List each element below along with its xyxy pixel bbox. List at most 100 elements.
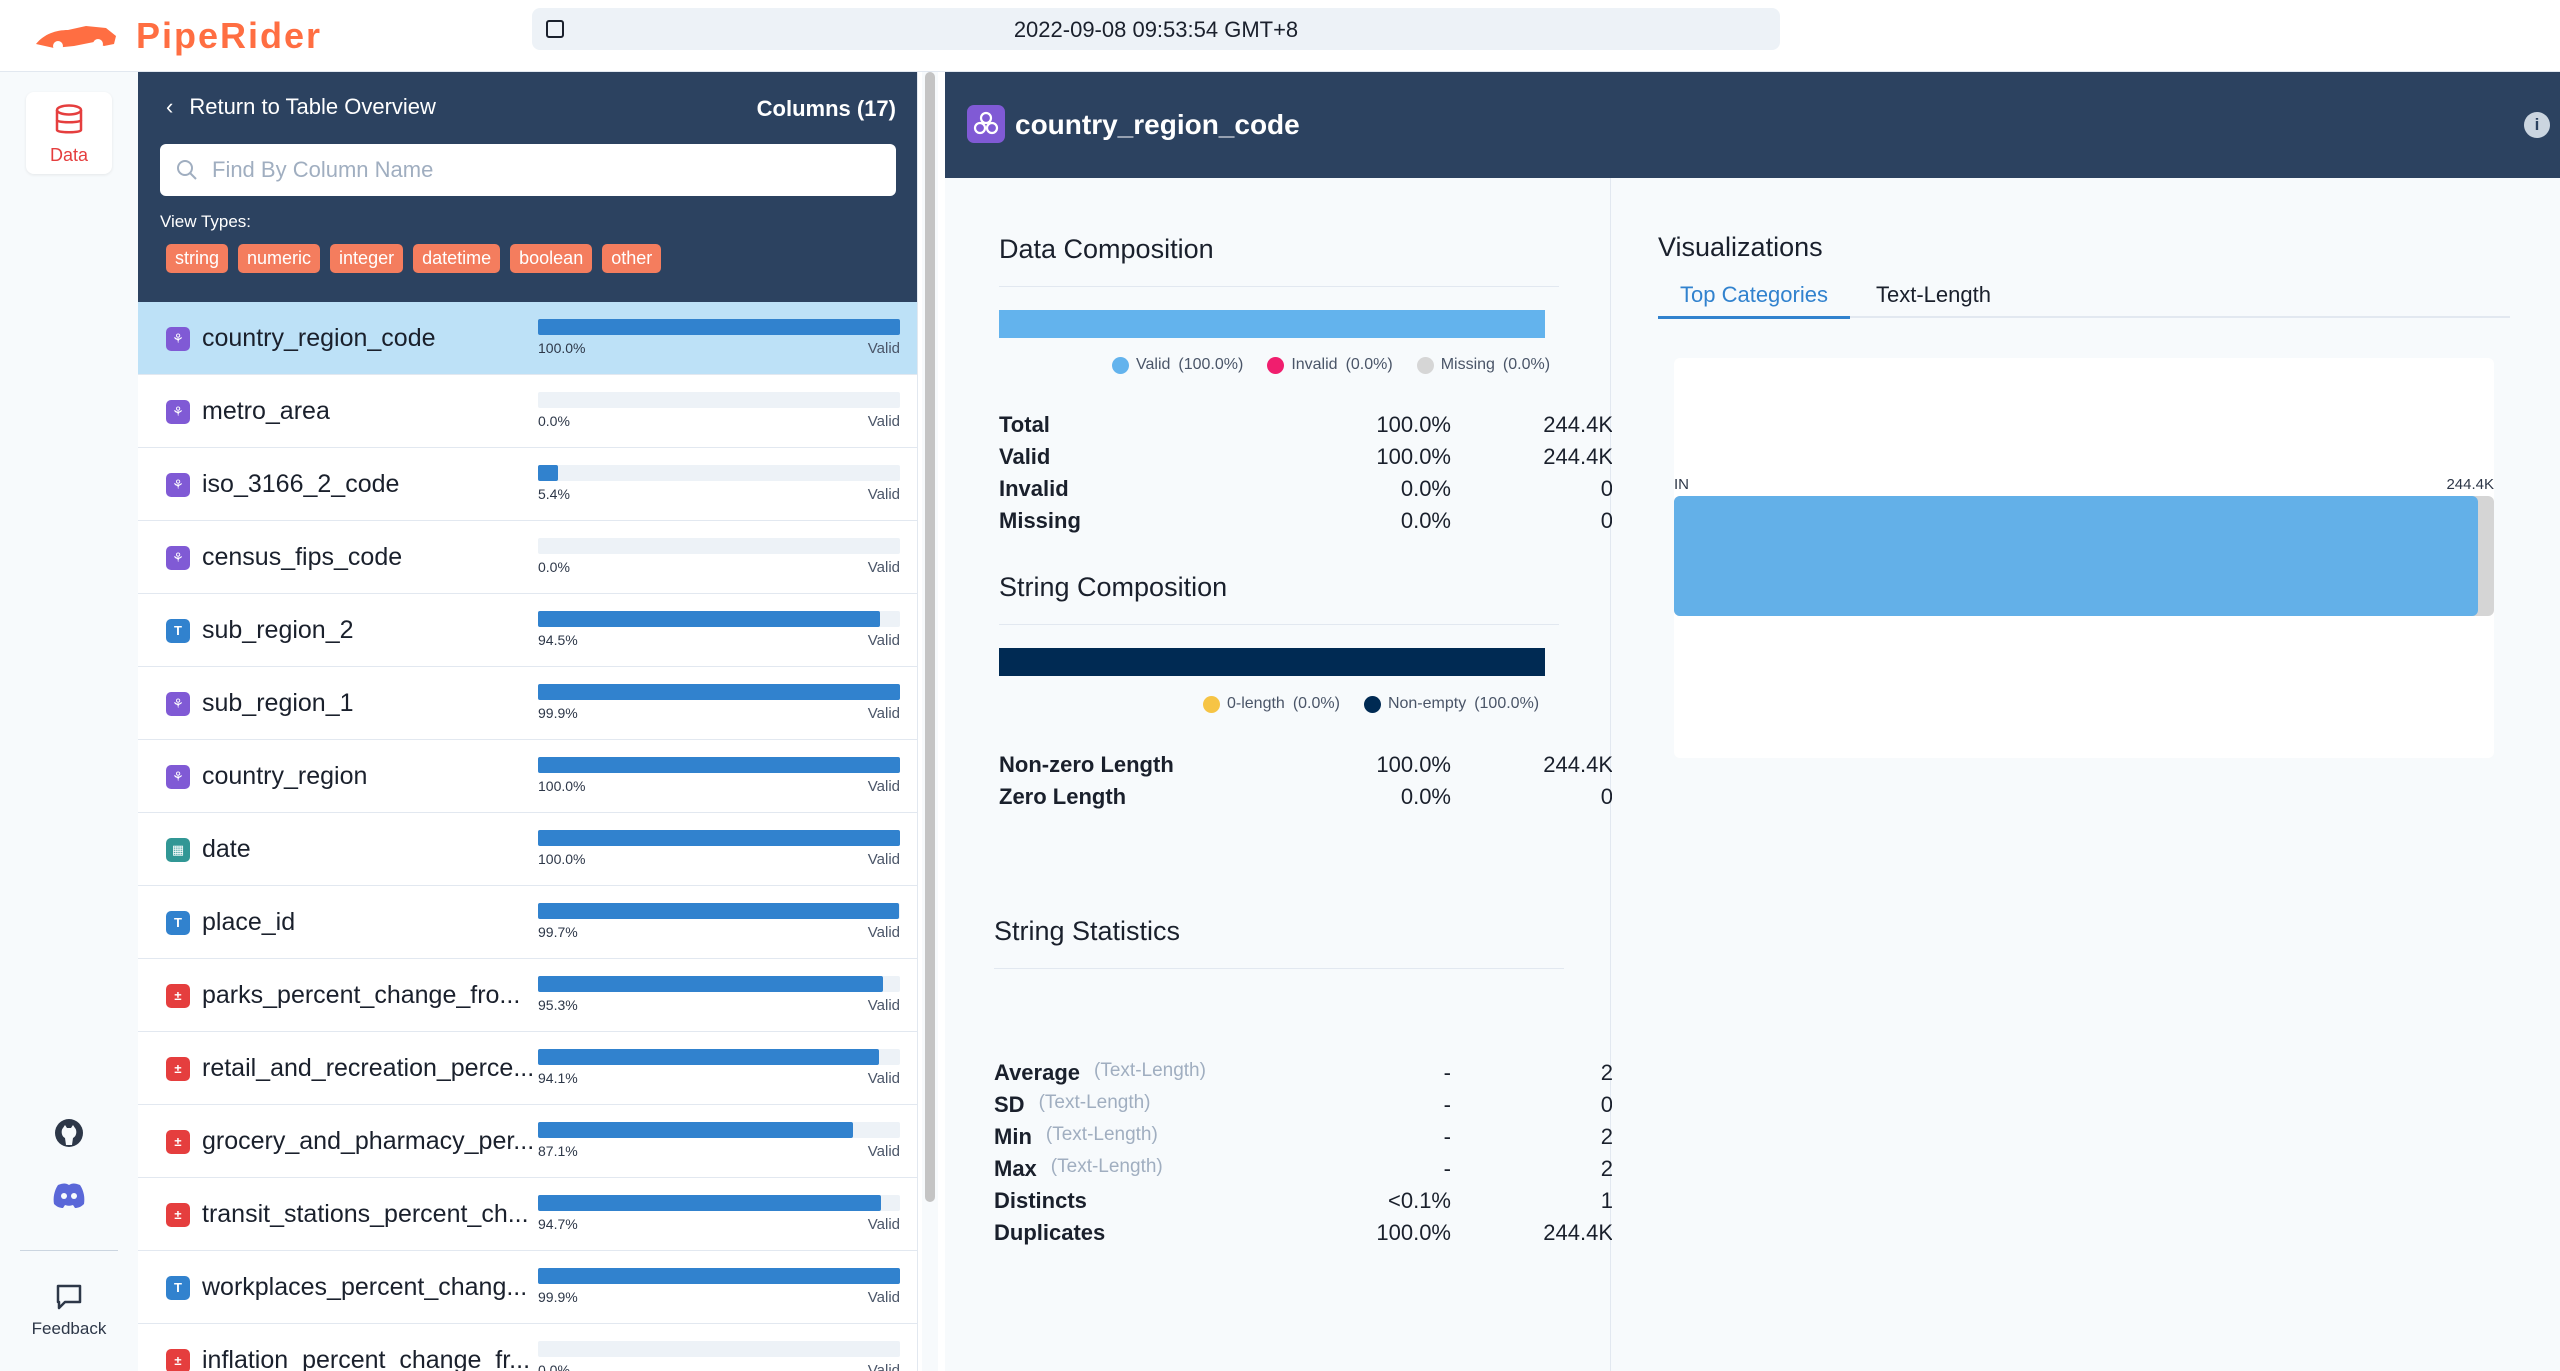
- type-other-icon: ⚘: [166, 692, 190, 716]
- view-type-chips: string numeric integer datetime boolean …: [166, 244, 662, 273]
- nav-data-button[interactable]: Data: [26, 92, 112, 174]
- stat-row: Invalid 0.0% 0: [999, 476, 1613, 502]
- valid-bar-fill: [538, 976, 883, 992]
- type-other-icon: ⚘: [166, 327, 190, 351]
- sidebar-toggle-icon[interactable]: [546, 20, 564, 38]
- stat-pct: 0.0%: [1400, 784, 1451, 809]
- valid-bar-fill: [538, 1268, 900, 1284]
- valid-bar-fill: [538, 1049, 879, 1065]
- column-list-scrollbar[interactable]: [922, 72, 938, 1371]
- valid-pct: 94.1%: [538, 1070, 578, 1086]
- stat-sublabel: (Text-Length): [1038, 1092, 1151, 1113]
- type-other-icon: [967, 105, 1005, 143]
- stat-pct: -: [1443, 1060, 1451, 1085]
- type-string-icon: T: [166, 619, 190, 643]
- type-other-icon: ⚘: [166, 400, 190, 424]
- scrollbar-thumb[interactable]: [925, 72, 935, 1202]
- stat-pct: 100.0%: [1376, 444, 1451, 469]
- columns-panel-header: ‹ Return to Table Overview Columns (17) …: [138, 72, 917, 302]
- view-type-chip[interactable]: numeric: [238, 244, 321, 273]
- view-type-chip[interactable]: string: [166, 244, 229, 273]
- stat-sublabel: (Text-Length): [1050, 1156, 1163, 1177]
- valid-label: Valid: [867, 1362, 900, 1371]
- legend-item: Invalid (0.0%): [1267, 356, 1393, 374]
- return-to-overview-link[interactable]: ‹ Return to Table Overview: [166, 94, 436, 120]
- valid-label: Valid: [867, 1216, 900, 1233]
- stat-row: Min (Text-Length) - 2: [994, 1124, 1613, 1150]
- valid-label: Valid: [867, 1143, 900, 1160]
- info-icon[interactable]: i: [2524, 112, 2550, 138]
- column-detail: country_region_code i Data Composition V…: [945, 72, 2560, 1371]
- valid-label: Valid: [867, 632, 900, 649]
- valid-pct: 99.9%: [538, 1289, 578, 1305]
- column-name: transit_stations_percent_ch...: [202, 1200, 529, 1228]
- column-name: country_region_code: [202, 324, 436, 352]
- valid-bar-fill: [538, 465, 558, 481]
- discord-icon[interactable]: [52, 1181, 86, 1214]
- stat-sublabel: (Text-Length): [1094, 1060, 1206, 1081]
- valid-bar: [538, 611, 900, 627]
- stat-row: Valid 100.0% 244.4K: [999, 444, 1613, 470]
- stat-row: Max (Text-Length) - 2: [994, 1156, 1613, 1182]
- valid-bar: [538, 538, 900, 554]
- left-rail: Data Feedback: [0, 72, 138, 1371]
- legend-dot: [1112, 356, 1129, 374]
- valid-label: Valid: [867, 1289, 900, 1306]
- view-type-chip[interactable]: datetime: [413, 244, 501, 273]
- column-row[interactable]: ± grocery_and_pharmacy_per... 87.1% Valid: [138, 1105, 917, 1178]
- valid-bar-fill: [538, 757, 900, 773]
- feedback-button[interactable]: Feedback: [20, 1282, 118, 1339]
- column-search[interactable]: [160, 144, 896, 196]
- stat-value: 244.4K: [1543, 412, 1613, 437]
- column-row[interactable]: ⚘ metro_area 0.0% Valid: [138, 375, 917, 448]
- view-type-chip[interactable]: integer: [330, 244, 404, 273]
- type-other-icon: ⚘: [166, 546, 190, 570]
- stat-label: Invalid: [999, 476, 1069, 501]
- column-search-input[interactable]: [212, 157, 872, 183]
- stat-value: 0: [1600, 476, 1613, 501]
- valid-bar-fill: [538, 903, 899, 919]
- legend-pct: (0.0%): [1292, 695, 1340, 712]
- column-row[interactable]: ± inflation_percent_change_fr... 0.0% Valid: [138, 1324, 917, 1371]
- column-row[interactable]: ⚘ sub_region_1 99.9% Valid: [138, 667, 917, 740]
- column-row[interactable]: ⚘ iso_3166_2_code 5.4% Valid: [138, 448, 917, 521]
- chat-icon: [56, 1284, 82, 1310]
- valid-bar-fill: [538, 830, 900, 846]
- rail-divider: [20, 1250, 118, 1251]
- stat-value: 2: [1600, 1060, 1613, 1085]
- valid-bar-fill: [538, 684, 900, 700]
- column-row[interactable]: ⚘ country_region 100.0% Valid: [138, 740, 917, 813]
- stat-row: Zero Length 0.0% 0: [999, 784, 1613, 810]
- app-logo[interactable]: PipeRider: [34, 10, 322, 62]
- stat-row: Total 100.0% 244.4K: [999, 412, 1613, 438]
- legend-label: Missing: [1440, 356, 1495, 373]
- column-name: sub_region_1: [202, 689, 354, 717]
- view-type-chip[interactable]: other: [602, 244, 662, 273]
- github-icon[interactable]: [52, 1116, 86, 1155]
- tab-text-length[interactable]: Text-Length: [1876, 282, 1991, 307]
- view-type-chip[interactable]: boolean: [510, 244, 593, 273]
- divider: [999, 286, 1559, 287]
- type-numeric-icon: ±: [166, 1203, 190, 1227]
- stat-value: 2: [1600, 1124, 1613, 1149]
- visualization-tabs: Top Categories Text-Length: [1658, 272, 2510, 319]
- valid-bar: [538, 1268, 900, 1284]
- valid-label: Valid: [867, 559, 900, 576]
- category-bar[interactable]: [1674, 496, 2478, 616]
- column-row[interactable]: ▦ date 100.0% Valid: [138, 813, 917, 886]
- valid-label: Valid: [867, 924, 900, 941]
- tab-top-categories[interactable]: Top Categories: [1658, 282, 1850, 319]
- column-row[interactable]: ± transit_stations_percent_ch... 94.7% Vali…: [138, 1178, 917, 1251]
- stat-pct: 0.0%: [1400, 476, 1451, 501]
- column-row[interactable]: ⚘ census_fips_code 0.0% Valid: [138, 521, 917, 594]
- valid-bar: [538, 392, 900, 408]
- column-row[interactable]: ± retail_and_recreation_perce... 94.1% Vali…: [138, 1032, 917, 1105]
- column-row[interactable]: ± parks_percent_change_fro... 95.3% Valid: [138, 959, 917, 1032]
- column-row[interactable]: ⚘ country_region_code 100.0% Valid: [138, 302, 917, 375]
- columns-panel: ‹ Return to Table Overview Columns (17) …: [138, 72, 918, 1371]
- valid-bar: [538, 684, 900, 700]
- string-composition-bar: [999, 648, 1545, 676]
